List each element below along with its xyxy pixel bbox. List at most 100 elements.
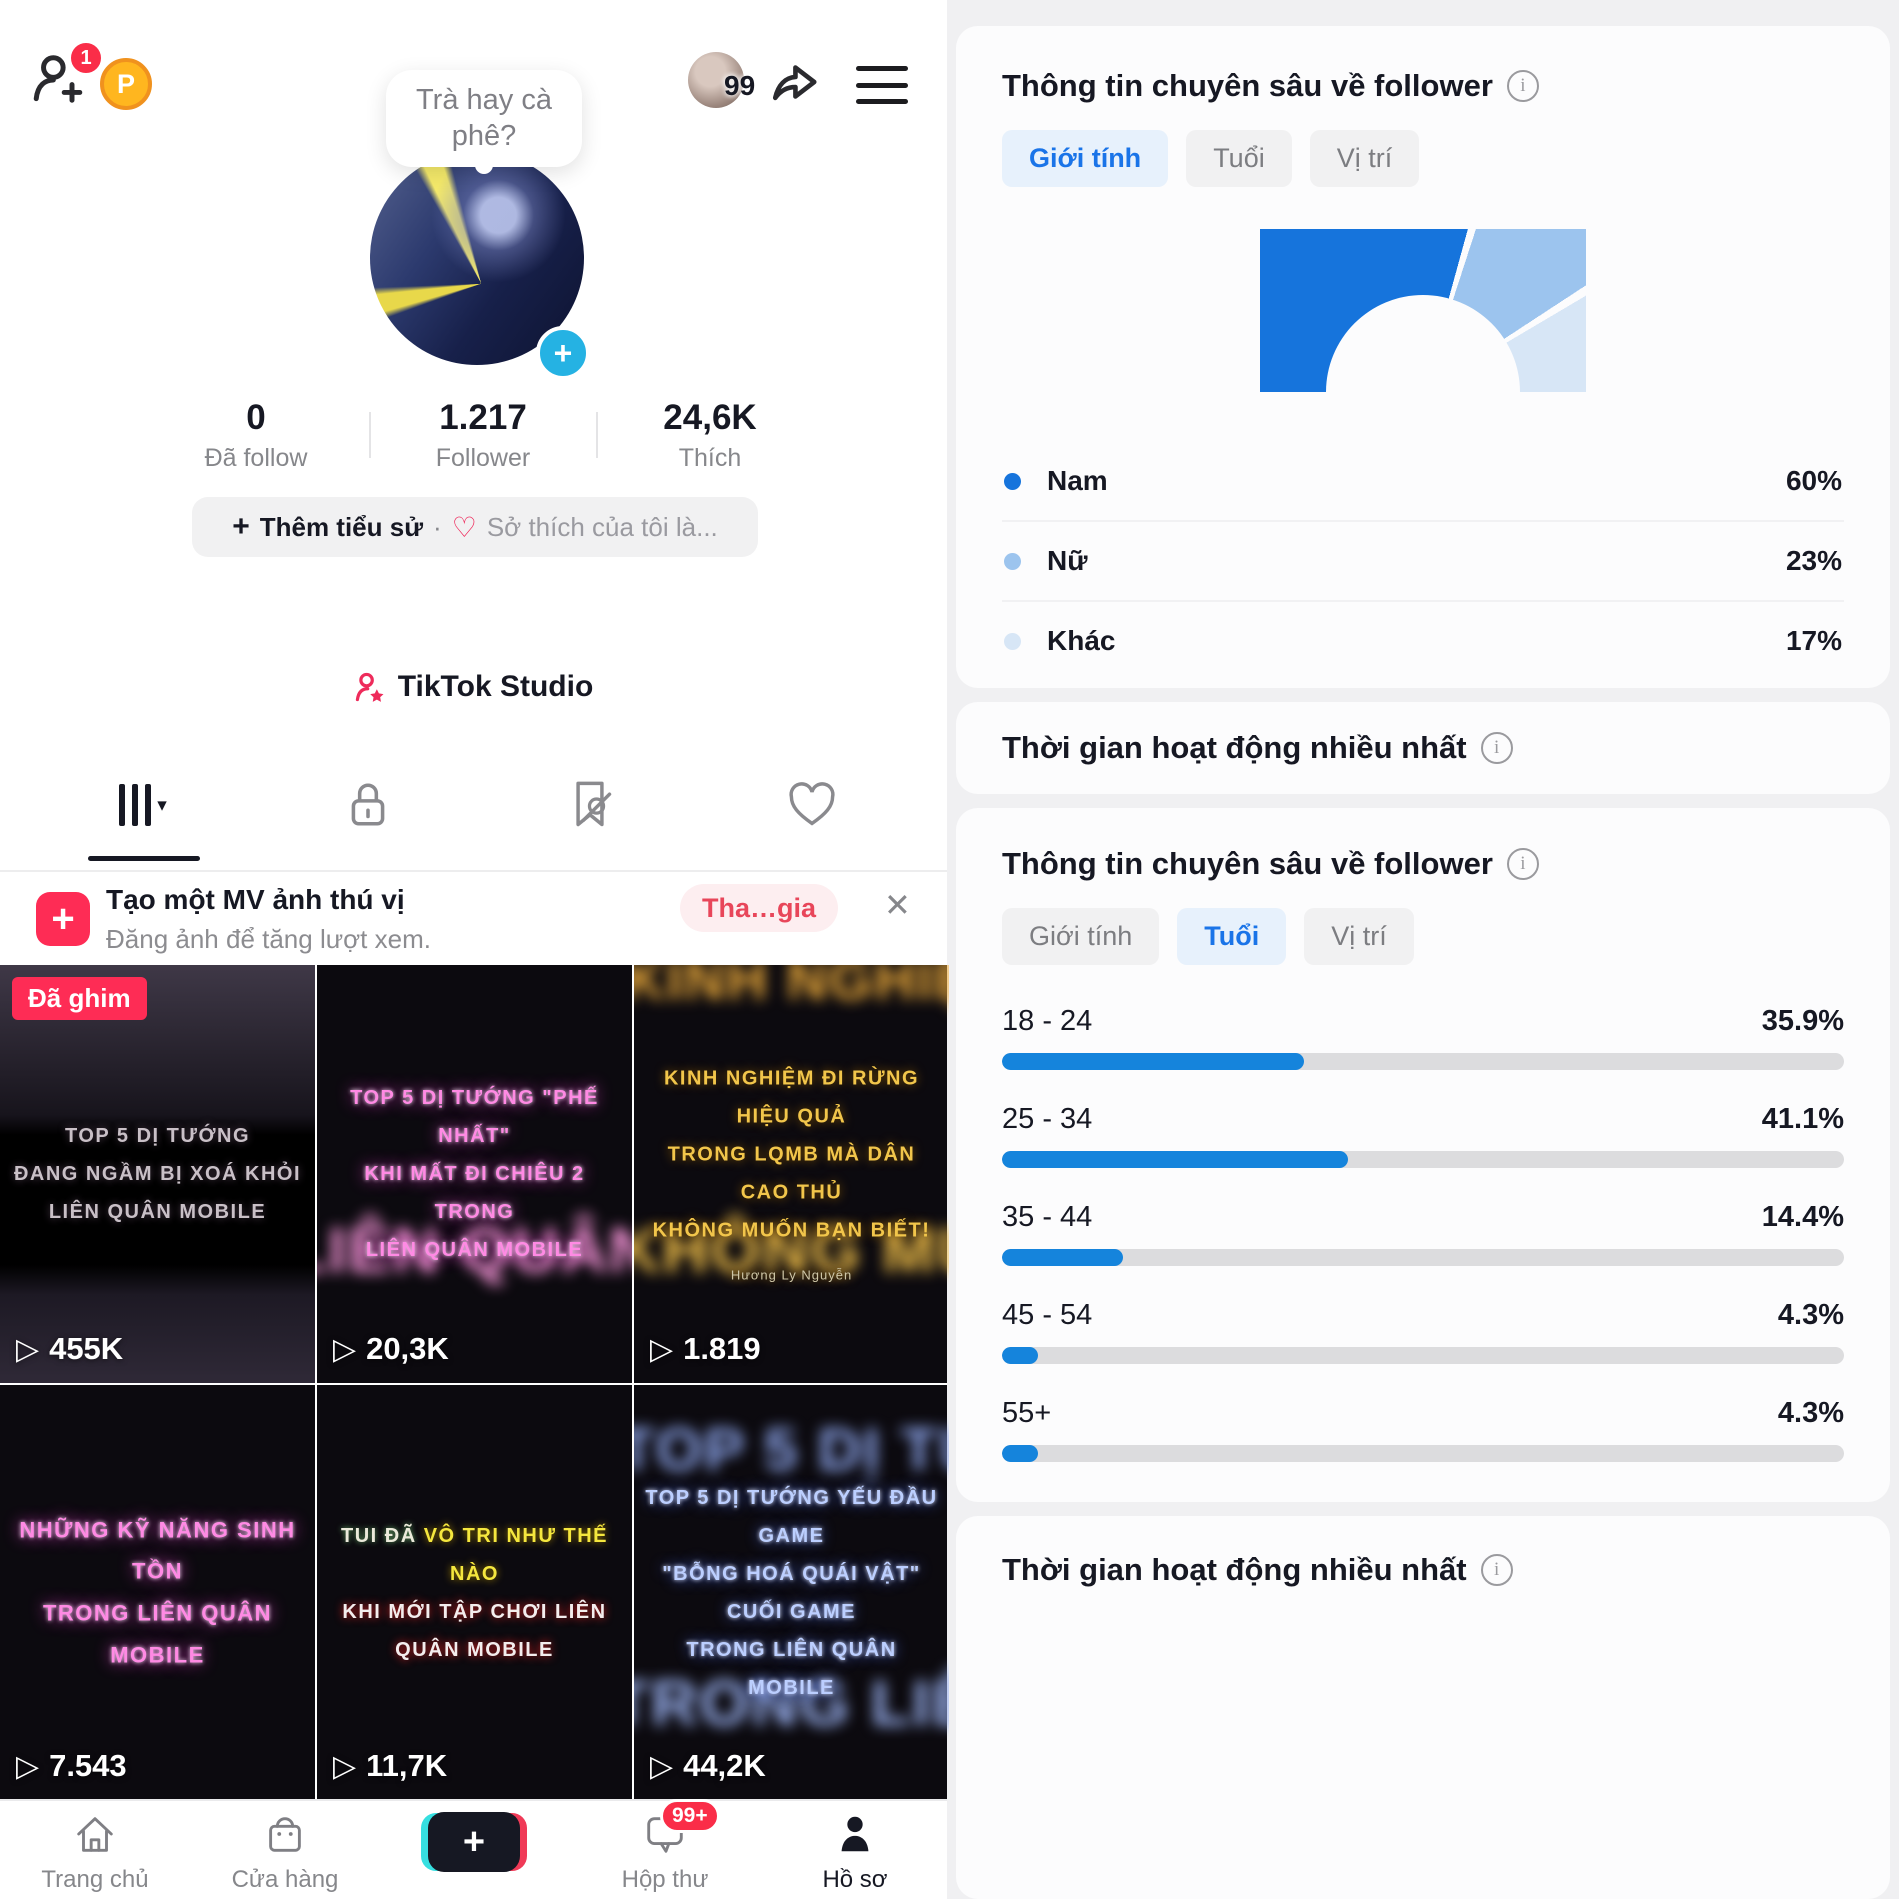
profile-content-tabs: ▾ — [0, 756, 947, 868]
lock-icon — [351, 783, 385, 826]
divider — [596, 412, 598, 458]
bar-track — [1002, 1347, 1844, 1364]
bar-track — [1002, 1053, 1844, 1070]
bar-fill — [1002, 1445, 1039, 1462]
view-count: ▷ 11,7K — [333, 1748, 448, 1783]
legend-dot — [1004, 552, 1021, 570]
nav-shop[interactable]: Cửa hàng — [210, 1811, 360, 1894]
info-icon[interactable]: i — [1480, 732, 1513, 764]
activity-time-card: Thời gian hoạt động nhiều nhất i — [956, 702, 1890, 794]
blurred-caption: TRONG LIÊN QUÂN MOBILE — [634, 1667, 949, 1739]
tab-reposts[interactable] — [548, 770, 632, 840]
heart-outline-icon — [789, 782, 835, 826]
video-thumbnail[interactable]: Đã ghim TOP 5 DỊ TƯỚNG ĐANG NGẦM BỊ XOÁ … — [0, 965, 315, 1383]
video-thumbnail[interactable]: LIÊN QUÂN MOBILE TOP 5 DỊ TƯỚNG "PHẾ NHẤ… — [317, 965, 632, 1383]
blurred-caption: TOP 5 DỊ TƯỚNG YẾU ĐẦU GAME — [634, 1416, 949, 1483]
video-caption: TOP 5 DỊ TƯỚNG YẾU ĐẦU GAME "BỖNG HOÁ QU… — [645, 1486, 938, 1699]
add-friends-icon — [33, 55, 83, 103]
pinned-badge: Đã ghim — [12, 977, 147, 1020]
video-thumbnail[interactable]: TUI ĐÃ VÔ TRI NHƯ THẾ NÀO KHI MỚI TẬP CH… — [317, 1385, 632, 1800]
info-icon[interactable]: i — [1480, 1554, 1513, 1586]
stat-following[interactable]: 0 Đã follow — [204, 398, 308, 472]
tab-location[interactable]: Vị trí — [1304, 908, 1414, 965]
tiktok-studio-link[interactable]: TikTok Studio — [0, 670, 947, 704]
card-title: Thông tin chuyên sâu về follower i — [1002, 808, 1844, 882]
card-title: Thời gian hoạt động nhiều nhất i — [1002, 1516, 1844, 1588]
create-mv-icon: + — [36, 892, 90, 946]
bar-track — [1002, 1249, 1844, 1266]
video-caption: TOP 5 DỊ TƯỚNG ĐANG NGẦM BỊ XOÁ KHỎI LIÊ… — [13, 1125, 302, 1223]
create-button[interactable]: + — [428, 1812, 520, 1872]
gender-legend: Nam 60% Nữ 23% Khác 17% — [1002, 442, 1844, 680]
video-thumbnail[interactable]: NHỮNG KỸ NĂNG SINH TỒN TRONG LIÊN QUÂN M… — [0, 1385, 315, 1800]
stat-likes[interactable]: 24,6K Thích — [663, 398, 757, 472]
tab-age[interactable]: Tuổi — [1177, 908, 1287, 965]
card-title: Thời gian hoạt động nhiều nhất i — [1002, 730, 1513, 766]
add-friends-button[interactable]: 1 — [30, 40, 104, 112]
follower-gender-card: Thông tin chuyên sâu về follower i Giới … — [956, 26, 1890, 688]
inbox-badge: 99+ — [660, 1799, 720, 1833]
tab-liked[interactable] — [770, 770, 854, 840]
video-caption: KINH NGHIỆM ĐI RỪNG HIỆU QUẢ TRONG LQMB … — [640, 1060, 943, 1289]
menu-button[interactable] — [856, 66, 908, 104]
plus-icon: + — [232, 510, 250, 543]
share-button[interactable] — [768, 56, 820, 113]
card-title: Thông tin chuyên sâu về follower i — [1002, 26, 1844, 104]
info-icon[interactable]: i — [1506, 848, 1539, 880]
bar-fill — [1002, 1249, 1124, 1266]
info-icon[interactable]: i — [1506, 70, 1539, 102]
bar-fill — [1002, 1347, 1039, 1364]
age-bar-chart: 18 - 24 35.9% 25 - 34 41.1% 35 - 44 14.4% 4… — [1002, 1005, 1844, 1462]
mini-avatar[interactable] — [688, 52, 744, 108]
play-icon: ▷ — [16, 1749, 40, 1783]
tab-videos[interactable]: ▾ — [101, 770, 185, 840]
video-grid: Đã ghim TOP 5 DỊ TƯỚNG ĐANG NGẦM BỊ XOÁ … — [0, 965, 949, 1800]
activity-time-card: Thời gian hoạt động nhiều nhất i — [956, 1516, 1890, 1899]
divider — [0, 870, 947, 872]
add-bio-button[interactable]: + Thêm tiểu sử · ♡ Sở thích của tôi là..… — [192, 497, 758, 557]
video-caption: TOP 5 DỊ TƯỚNG "PHẾ NHẤT" KHI MẤT ĐI CHI… — [350, 1087, 599, 1261]
share-arrow-icon — [772, 65, 817, 101]
insight-tabs: Giới tính Tuổi Vị trí — [1002, 908, 1844, 965]
view-count: ▷ 455K — [16, 1331, 124, 1366]
studio-person-star-icon — [355, 672, 384, 702]
nav-inbox[interactable]: 99+ Hộp thư — [590, 1799, 740, 1894]
avatar-add-badge[interactable]: + — [536, 326, 590, 380]
bookmark-slash-icon — [576, 781, 612, 827]
view-count: ▷ 20,3K — [333, 1331, 449, 1366]
video-thumbnail[interactable]: TOP 5 DỊ TƯỚNG YẾU ĐẦU GAME TRONG LIÊN Q… — [634, 1385, 949, 1800]
active-tab-underline — [88, 856, 200, 861]
profile-person-icon — [841, 1816, 869, 1852]
menu-icon — [856, 66, 908, 71]
tab-private[interactable] — [326, 770, 410, 840]
age-row: 55+ 4.3% — [1002, 1397, 1844, 1462]
coin-icon[interactable]: P — [100, 58, 152, 110]
gender-donut-chart — [1260, 229, 1586, 392]
legend-dot — [1004, 472, 1021, 490]
video-caption: TUI ĐÃ VÔ TRI NHƯ THẾ NÀO KHI MỚI TẬP CH… — [341, 1524, 608, 1661]
join-button[interactable]: Tha…gia — [680, 884, 839, 932]
stat-followers[interactable]: 1.217 Follower — [435, 398, 531, 472]
tab-age[interactable]: Tuổi — [1186, 130, 1292, 187]
tab-location[interactable]: Vị trí — [1309, 130, 1420, 187]
insights-panel: Thông tin chuyên sâu về follower i Giới … — [947, 0, 1899, 1899]
age-row: 25 - 34 41.1% — [1002, 1103, 1844, 1168]
close-icon[interactable]: ✕ — [884, 887, 911, 923]
shop-bag-icon — [269, 1817, 301, 1852]
bar-track — [1002, 1151, 1844, 1168]
play-icon: ▷ — [16, 1332, 40, 1366]
tab-gender[interactable]: Giới tính — [1002, 908, 1160, 965]
tab-gender[interactable]: Giới tính — [1002, 130, 1169, 187]
home-icon — [77, 1817, 113, 1852]
play-icon: ▷ — [333, 1332, 357, 1366]
nav-home[interactable]: Trang chủ — [20, 1811, 170, 1894]
nav-profile[interactable]: Hồ sơ — [780, 1811, 930, 1894]
chevron-down-icon: ▾ — [157, 794, 167, 816]
bar-fill — [1002, 1151, 1349, 1168]
video-thumbnail[interactable]: KINH NGHIỆM ĐI RỪNG HIỆU QUẢ KHÔNG MUỐN … — [634, 965, 949, 1383]
profile-question-bubble[interactable]: Trà hay cà phê? — [386, 70, 582, 167]
insight-tabs: Giới tính Tuổi Vị trí — [1002, 130, 1844, 187]
avatar-badge-count: 99 — [724, 70, 756, 101]
play-icon: ▷ — [650, 1332, 674, 1366]
blurred-caption: LIÊN QUÂN MOBILE — [317, 1214, 632, 1286]
